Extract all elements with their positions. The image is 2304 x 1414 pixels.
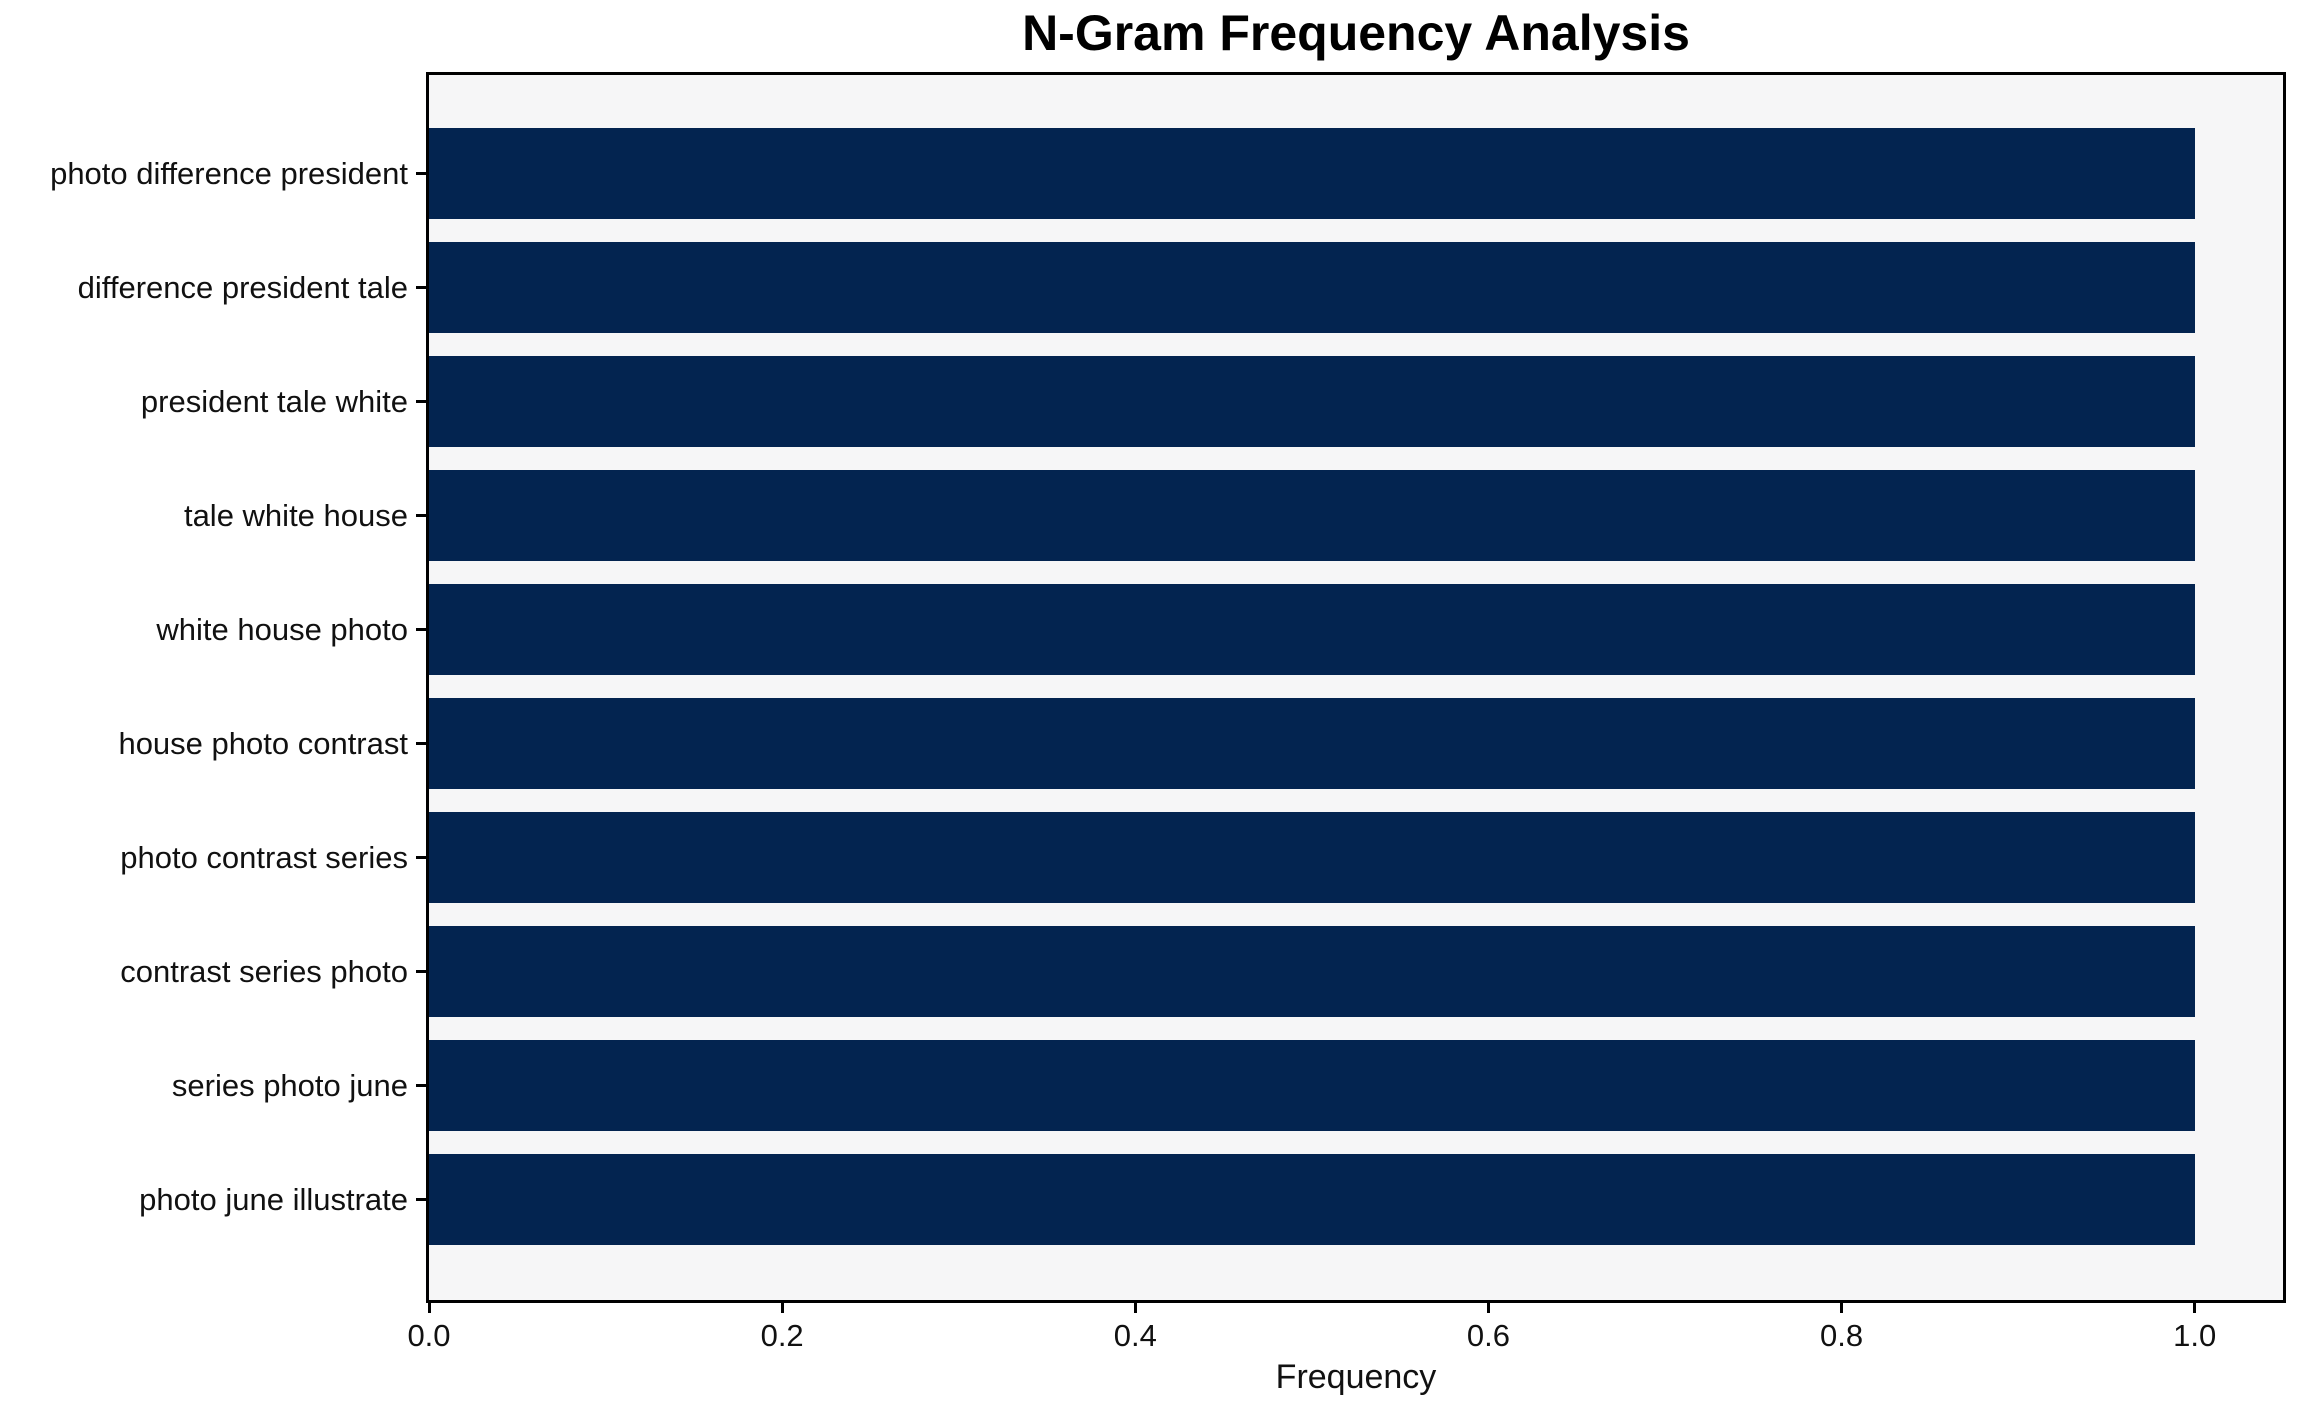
y-tick-label: photo difference president xyxy=(50,155,408,191)
y-tick-mark xyxy=(416,1084,426,1087)
y-tick-label: series photo june xyxy=(171,1067,408,1103)
x-tick-label: 0.2 xyxy=(760,1318,804,1353)
y-tick-mark xyxy=(416,628,426,631)
y-tick-row: series photo june xyxy=(0,1040,426,1131)
x-tick-mark xyxy=(2193,1303,2197,1313)
bar xyxy=(429,698,2195,789)
y-tick-row: photo difference president xyxy=(0,128,426,219)
y-tick-row: contrast series photo xyxy=(0,926,426,1017)
x-axis-label: Frequency xyxy=(1275,1358,1437,1396)
x-tick-mark xyxy=(1486,1303,1490,1313)
y-tick-label: president tale white xyxy=(140,383,408,419)
y-tick-label: difference president tale xyxy=(77,269,408,305)
bar xyxy=(429,584,2195,675)
y-tick-mark xyxy=(416,286,426,289)
x-tick-label: 0.0 xyxy=(407,1318,451,1353)
bar xyxy=(429,926,2195,1017)
y-tick-mark xyxy=(416,1198,426,1201)
y-tick-row: photo contrast series xyxy=(0,812,426,903)
chart-title: N-Gram Frequency Analysis xyxy=(1022,5,1690,61)
y-tick-mark xyxy=(416,172,426,175)
x-tick-mark xyxy=(1840,1303,1844,1313)
bar xyxy=(429,470,2195,561)
y-tick-mark xyxy=(416,970,426,973)
y-tick-row: tale white house xyxy=(0,470,426,561)
y-tick-mark xyxy=(416,514,426,517)
x-tick-mark xyxy=(427,1303,431,1313)
bar xyxy=(429,242,2195,333)
y-tick-label: photo contrast series xyxy=(120,839,408,875)
y-axis: photo difference president difference pre… xyxy=(0,75,426,1245)
x-tick-mark xyxy=(1133,1303,1137,1313)
y-tick-mark xyxy=(416,742,426,745)
y-tick-label: contrast series photo xyxy=(120,953,408,989)
x-tick-label: 1.0 xyxy=(2173,1318,2217,1353)
y-tick-label: tale white house xyxy=(183,497,408,533)
y-tick-mark xyxy=(416,400,426,403)
y-tick-row: president tale white xyxy=(0,356,426,447)
bars xyxy=(429,75,2283,1300)
y-tick-label: house photo contrast xyxy=(118,725,408,761)
bar xyxy=(429,1154,2195,1245)
x-tick-label: 0.4 xyxy=(1113,1318,1157,1353)
bar xyxy=(429,1040,2195,1131)
plot-area xyxy=(426,72,2286,1303)
x-tick-mark xyxy=(780,1303,784,1313)
y-tick-label: photo june illustrate xyxy=(139,1181,408,1217)
y-tick-row: difference president tale xyxy=(0,242,426,333)
bar xyxy=(429,356,2195,447)
y-tick-row: white house photo xyxy=(0,584,426,675)
y-tick-row: house photo contrast xyxy=(0,698,426,789)
x-tick-label: 0.8 xyxy=(1820,1318,1864,1353)
y-tick-mark xyxy=(416,856,426,859)
bar xyxy=(429,812,2195,903)
y-tick-label: white house photo xyxy=(156,611,408,647)
x-tick-label: 0.6 xyxy=(1466,1318,1510,1353)
y-tick-row: photo june illustrate xyxy=(0,1154,426,1245)
bar xyxy=(429,128,2195,219)
